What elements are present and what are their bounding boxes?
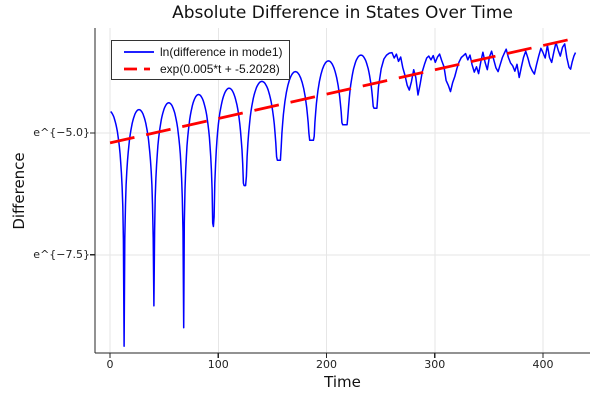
chart-title: Absolute Difference in States Over Time [172, 3, 513, 23]
legend-line-dashed-icon [124, 67, 154, 70]
x-tick-label: 100 [207, 358, 229, 371]
legend-label-exp-fit: exp(0.005*t + -5.2028) [160, 61, 280, 76]
legend-entry-exp-fit: exp(0.005*t + -5.2028) [123, 60, 283, 77]
legend-line-solid-icon [124, 50, 154, 53]
x-tick-label: 400 [532, 358, 554, 371]
x-axis-label: Time [324, 373, 361, 391]
x-tick-label: 200 [316, 358, 338, 371]
y-tick-label: e^{−7.5} [33, 247, 90, 261]
x-tick-label: 300 [424, 358, 446, 371]
series-ln-difference-line [110, 41, 577, 348]
legend: ln(difference in mode1) exp(0.005*t + -5… [111, 40, 290, 80]
legend-label-ln-difference: ln(difference in mode1) [160, 44, 283, 59]
x-tick-label: 0 [106, 358, 114, 371]
series-exp-fit-line [109, 36, 576, 145]
y-axis-label: Difference [10, 152, 28, 230]
y-tick-label: e^{−5.0} [33, 126, 90, 139]
legend-entry-ln-difference: ln(difference in mode1) [123, 43, 283, 60]
